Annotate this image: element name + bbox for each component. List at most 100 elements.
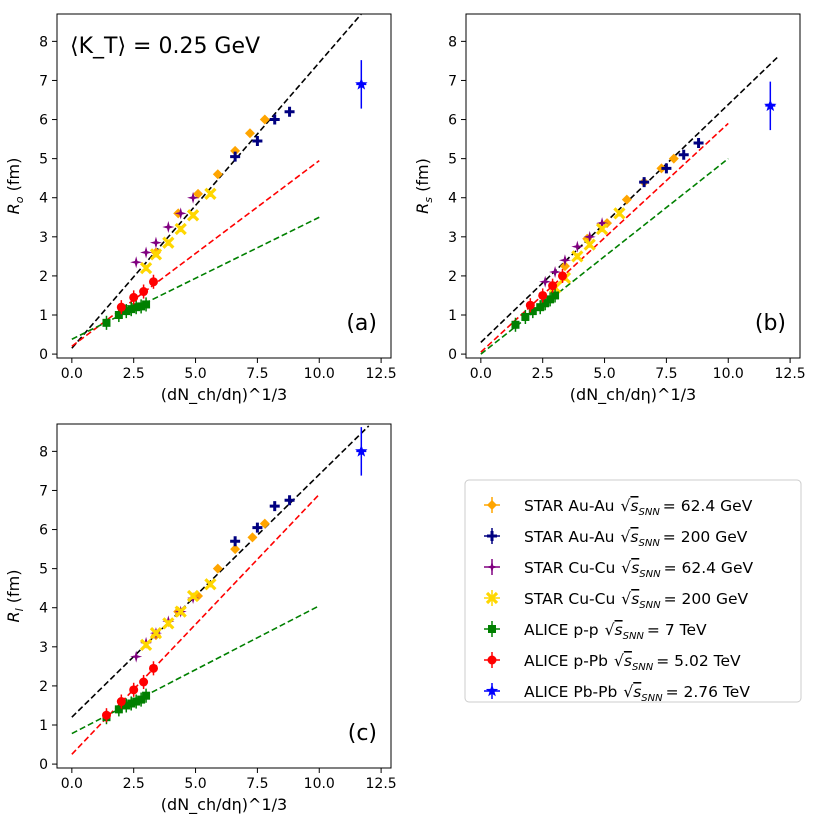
- data-point: [538, 290, 548, 300]
- y-tick-label: 0: [39, 347, 48, 363]
- data-point: [596, 217, 609, 230]
- legend-marker: [487, 531, 497, 541]
- y-tick-label: 5: [39, 562, 48, 578]
- y-tick-label: 8: [39, 34, 48, 50]
- data-point: [140, 246, 153, 259]
- legend-item-alice_pp: ALICE p-p √sSNN = 7 TeV: [484, 621, 707, 642]
- data-point: [132, 697, 141, 706]
- data-point: [137, 302, 146, 311]
- x-axis-label: (dN_ch/dη)^1/3: [161, 795, 287, 815]
- data-point: [116, 302, 126, 312]
- data-point: [139, 287, 149, 297]
- y-tick-label: 2: [448, 269, 457, 285]
- data-point: [661, 163, 672, 174]
- legend-label: STAR Cu-Cu √sSNN = 200 GeV: [524, 590, 749, 611]
- panel-b: 0.0 2.5 5.0 7.5 10.0 12.5 0 1 2 3 4 5 6 7 8 (b) Rs (fm) (…: [413, 13, 806, 405]
- legend-label: STAR Cu-Cu √sSNN = 62.4 GeV: [524, 559, 753, 580]
- y-tick-label: 0: [39, 757, 48, 773]
- data-point: [546, 295, 555, 304]
- data-point: [541, 299, 550, 308]
- legend-item-alice_pbpb: ALICE Pb-Pb √sSNN = 2.76 TeV: [484, 683, 750, 704]
- y-tick-label: 7: [39, 483, 48, 499]
- data-point: [668, 153, 679, 164]
- x-tick-label: 7.5: [246, 776, 268, 792]
- y-tick-label: 1: [448, 308, 457, 324]
- data-point: [252, 136, 263, 147]
- fit-line: [71, 159, 320, 347]
- data-point: [186, 589, 200, 603]
- legend-label: STAR Au-Au √sSNN = 62.4 GeV: [524, 497, 753, 518]
- x-axis-label: (dN_ch/dη)^1/3: [161, 385, 287, 405]
- legend-frame: [464, 479, 802, 703]
- data-point: [137, 695, 146, 704]
- x-tick-label: 7.5: [246, 366, 268, 382]
- data-point: [139, 261, 153, 275]
- legend-marker: [487, 655, 497, 665]
- legend-item-star_auau_62: STAR Au-Au √sSNN = 62.4 GeV: [484, 497, 753, 518]
- data-point: [548, 281, 558, 291]
- y-tick-label: 5: [39, 152, 48, 168]
- data-point: [149, 248, 163, 261]
- panel-c: 0.0 2.5 5.0 7.5 10.0 12.5 0 1 2 3 4 5 6 7 8 (c) Rl (fm) (…: [4, 423, 397, 815]
- legend-marker: [488, 625, 496, 633]
- legend: STAR Au-Au √sSNN = 62.4 GeV STAR Au-Au √sSNN…: [464, 479, 802, 704]
- data-point: [162, 617, 175, 630]
- legend-label: STAR Au-Au √sSNN = 200 GeV: [524, 528, 748, 549]
- y-tick-label: 2: [39, 679, 48, 695]
- y-tick-label: 6: [39, 523, 48, 539]
- legend-item-star_cucu_200: STAR Cu-Cu √sSNN = 200 GeV: [484, 590, 749, 611]
- data-point: [149, 236, 162, 249]
- y-tick-label: 1: [39, 308, 48, 324]
- legend-marker: [485, 591, 499, 605]
- axes-frame: [465, 13, 801, 359]
- panel-label: (a): [346, 311, 377, 336]
- x-tick-label: 2.5: [123, 776, 145, 792]
- data-point: [132, 303, 141, 312]
- data-point: [139, 638, 153, 651]
- y-tick-label: 8: [448, 34, 457, 50]
- data-point: [148, 663, 158, 673]
- fit-lines: [480, 56, 779, 355]
- data-point: [284, 106, 295, 117]
- legend-marker: [485, 684, 499, 697]
- data-point: [149, 627, 163, 640]
- fit-line: [71, 425, 370, 718]
- x-tick-label: 5.0: [184, 776, 206, 792]
- data-point: [162, 236, 175, 249]
- data-point: [148, 277, 158, 287]
- x-tick-label: 12.5: [775, 366, 806, 382]
- fit-line: [480, 56, 779, 343]
- fit-line: [71, 216, 320, 340]
- legend-label: ALICE Pb-Pb √sSNN = 2.76 TeV: [524, 683, 750, 704]
- x-tick-label: 5.0: [184, 366, 206, 382]
- data-points: [511, 81, 777, 332]
- data-point: [557, 271, 567, 281]
- data-point: [101, 710, 111, 720]
- data-point: [129, 292, 139, 302]
- data-point: [193, 188, 204, 199]
- data-point: [595, 222, 609, 236]
- y-tick-label: 0: [448, 347, 457, 363]
- data-point: [122, 701, 131, 710]
- x-axis-label: (dN_ch/dη)^1/3: [570, 385, 696, 405]
- data-points: [101, 427, 368, 725]
- data-point: [212, 563, 223, 574]
- y-tick-label: 4: [448, 191, 457, 207]
- data-point: [269, 501, 280, 512]
- legend-item-star_auau_200: STAR Au-Au √sSNN = 200 GeV: [484, 528, 748, 549]
- data-point: [511, 320, 520, 329]
- data-point: [244, 128, 255, 139]
- y-tick-label: 7: [448, 73, 457, 89]
- kt-annotation: ⟨K_T⟩ = 0.25 GeV: [70, 34, 260, 59]
- x-tick-label: 2.5: [123, 366, 145, 382]
- data-point: [116, 697, 126, 707]
- y-axis-label: Rs (fm): [413, 158, 435, 214]
- panel-a: 0.0 2.5 5.0 7.5 10.0 12.5 0 1 2 3 4 5 6 7 8 (a) Ro (fm) (…: [4, 13, 397, 405]
- y-tick-label: 7: [39, 73, 48, 89]
- y-tick-label: 5: [448, 152, 457, 168]
- data-point: [230, 151, 241, 162]
- data-point: [259, 114, 270, 125]
- data-point: [139, 677, 149, 687]
- data-point: [114, 311, 123, 319]
- data-point: [247, 532, 258, 543]
